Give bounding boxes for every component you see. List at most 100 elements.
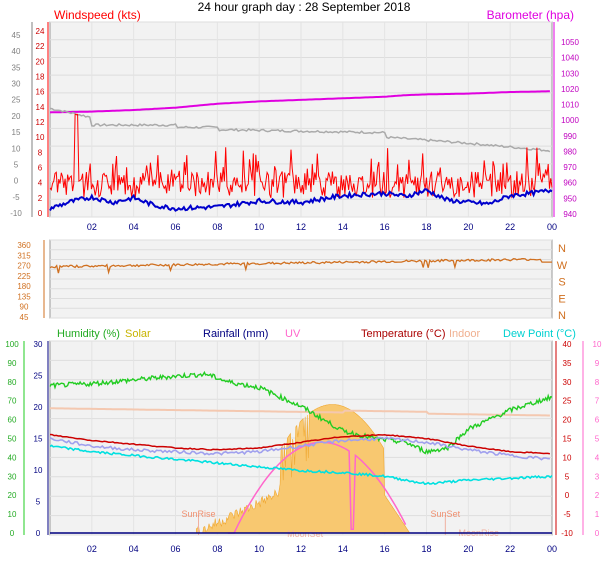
tick-label: 35 bbox=[563, 359, 572, 368]
x-tick-label: 16 bbox=[380, 544, 390, 554]
tick-label: 2 bbox=[38, 194, 43, 203]
tick-label: 15 bbox=[12, 128, 21, 137]
tick-label: 30 bbox=[34, 340, 43, 349]
tick-label: 9 bbox=[595, 359, 600, 368]
tick-label: 270 bbox=[17, 262, 31, 271]
x-tick-label: 20 bbox=[463, 222, 473, 232]
tick-label: 22 bbox=[36, 42, 45, 51]
sunset-label: SunSet bbox=[431, 509, 461, 519]
moonset-label: MoonSet bbox=[287, 529, 324, 539]
tick-label: 1040 bbox=[561, 54, 579, 63]
tick-label: 2 bbox=[595, 491, 600, 500]
tick-label: 1 bbox=[595, 510, 600, 519]
tick-label: 10 bbox=[36, 133, 45, 142]
tick-label: 14 bbox=[36, 103, 45, 112]
x-tick-label: 22 bbox=[505, 544, 515, 554]
tick-label: 15 bbox=[34, 435, 43, 444]
tick-label: 80 bbox=[8, 378, 17, 387]
series-apparent bbox=[49, 436, 550, 461]
x-tick-label: 16 bbox=[380, 222, 390, 232]
tick-label: 10 bbox=[593, 340, 602, 349]
tick-label: 4 bbox=[38, 179, 43, 188]
compass-label: N bbox=[558, 310, 566, 322]
x-tick-label: 06 bbox=[170, 222, 180, 232]
series-gust bbox=[49, 107, 551, 153]
tick-label: -10 bbox=[10, 209, 22, 218]
tick-label: 960 bbox=[563, 179, 577, 188]
tick-label: 5 bbox=[14, 160, 19, 169]
tick-label: 20 bbox=[8, 491, 17, 500]
series-dewpoint bbox=[49, 444, 553, 486]
tick-label: 10 bbox=[563, 453, 572, 462]
tick-label: 60 bbox=[8, 416, 17, 425]
compass-label: N bbox=[558, 243, 566, 255]
x-tick-label: 12 bbox=[296, 222, 306, 232]
tick-label: 40 bbox=[12, 47, 21, 56]
series-wind-direction bbox=[49, 257, 552, 275]
tick-label: 20 bbox=[12, 112, 21, 121]
tick-label: 18 bbox=[36, 73, 45, 82]
tick-label: 25 bbox=[563, 397, 572, 406]
tick-label: 0 bbox=[565, 491, 570, 500]
tick-label: 5 bbox=[565, 472, 570, 481]
tick-label: 35 bbox=[12, 63, 21, 72]
x-tick-label: 10 bbox=[254, 544, 264, 554]
series-humidity bbox=[49, 370, 553, 455]
x-tick-label: 20 bbox=[463, 544, 473, 554]
legend-windspeed: Windspeed (kts) bbox=[54, 8, 141, 22]
tick-label: 1010 bbox=[561, 101, 579, 110]
x-tick-label: 02 bbox=[87, 544, 97, 554]
tick-label: 30 bbox=[563, 378, 572, 387]
x-tick-label: 02 bbox=[87, 222, 97, 232]
legend-temperature: Temperature (°C) bbox=[361, 328, 445, 340]
tick-label: 16 bbox=[36, 88, 45, 97]
tick-label: 45 bbox=[12, 31, 21, 40]
tick-label: 50 bbox=[8, 435, 17, 444]
series-indoor bbox=[50, 407, 550, 417]
tick-label: 7 bbox=[595, 397, 600, 406]
x-tick-label: 04 bbox=[129, 544, 139, 554]
x-tick-label: 10 bbox=[254, 222, 264, 232]
x-tick-label: 00 bbox=[547, 544, 557, 554]
x-tick-label: 00 bbox=[547, 222, 557, 232]
x-tick-label: 18 bbox=[421, 222, 431, 232]
tick-label: 135 bbox=[17, 292, 31, 301]
tick-label: 970 bbox=[563, 163, 577, 172]
tick-label: 8 bbox=[38, 148, 43, 157]
tick-label: 1020 bbox=[561, 85, 579, 94]
tick-label: 5 bbox=[595, 435, 600, 444]
x-tick-label: 14 bbox=[338, 222, 348, 232]
tick-label: 70 bbox=[8, 397, 17, 406]
series-barometer bbox=[49, 90, 550, 114]
x-tick-label: 06 bbox=[170, 544, 180, 554]
tick-label: 6 bbox=[38, 164, 43, 173]
tick-label: 25 bbox=[34, 372, 43, 381]
tick-label: 980 bbox=[563, 147, 577, 156]
series-avg-wind bbox=[49, 188, 553, 212]
legend-solar: Solar bbox=[125, 328, 151, 340]
tick-label: 360 bbox=[17, 241, 31, 250]
tick-label: 6 bbox=[595, 416, 600, 425]
x-tick-label: 14 bbox=[338, 544, 348, 554]
tick-label: -10 bbox=[561, 529, 573, 538]
sunrise-label: SunRise bbox=[181, 509, 215, 519]
tick-label: 10 bbox=[34, 466, 43, 475]
tick-label: 90 bbox=[20, 303, 29, 312]
tick-label: 315 bbox=[17, 251, 31, 260]
tick-label: 1050 bbox=[561, 38, 579, 47]
tick-label: 0 bbox=[595, 529, 600, 538]
tick-label: 25 bbox=[12, 96, 21, 105]
x-tick-label: 08 bbox=[212, 222, 222, 232]
tick-label: 30 bbox=[8, 472, 17, 481]
x-tick-label: 22 bbox=[505, 222, 515, 232]
legend-humidity: Humidity (%) bbox=[57, 328, 120, 340]
tick-label: 0 bbox=[38, 209, 43, 218]
tick-label: 4 bbox=[595, 453, 600, 462]
x-tick-label: 18 bbox=[421, 544, 431, 554]
tick-label: 0 bbox=[10, 529, 15, 538]
tick-label: 0 bbox=[14, 177, 19, 186]
x-tick-label: 12 bbox=[296, 544, 306, 554]
tick-label: 20 bbox=[34, 403, 43, 412]
tick-label: 12 bbox=[36, 118, 45, 127]
